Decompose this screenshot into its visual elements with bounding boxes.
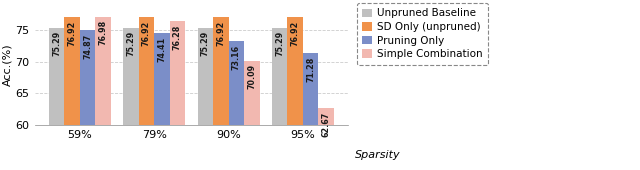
Text: 73.16: 73.16: [232, 45, 241, 70]
Text: 74.41: 74.41: [157, 37, 166, 62]
Text: 75.29: 75.29: [201, 31, 210, 56]
Y-axis label: Acc.(%): Acc.(%): [3, 44, 13, 86]
Bar: [123, 28, 139, 125]
Bar: [80, 30, 95, 125]
Text: 76.92: 76.92: [142, 21, 151, 46]
Text: 75.29: 75.29: [52, 31, 61, 56]
Bar: [244, 61, 260, 125]
Bar: [303, 53, 319, 125]
Text: 76.98: 76.98: [99, 20, 108, 45]
Text: 74.87: 74.87: [83, 34, 92, 59]
Bar: [64, 17, 80, 125]
Bar: [139, 17, 154, 125]
Text: 76.28: 76.28: [173, 25, 182, 50]
Text: 76.92: 76.92: [216, 21, 225, 46]
Bar: [319, 108, 334, 125]
Bar: [154, 33, 170, 125]
Bar: [49, 28, 64, 125]
Text: 75.29: 75.29: [275, 31, 284, 56]
Bar: [213, 17, 228, 125]
Text: 76.92: 76.92: [68, 21, 77, 46]
Bar: [272, 28, 287, 125]
Bar: [170, 21, 185, 125]
Bar: [287, 17, 303, 125]
Text: 76.92: 76.92: [291, 21, 300, 46]
Text: 70.09: 70.09: [247, 64, 256, 89]
Text: 71.28: 71.28: [306, 57, 315, 82]
Bar: [95, 17, 111, 125]
Text: 62.67: 62.67: [322, 112, 331, 137]
Legend: Unpruned Baseline, SD Only (unpruned), Pruning Only, Simple Combination: Unpruned Baseline, SD Only (unpruned), P…: [356, 3, 488, 65]
Text: 75.29: 75.29: [127, 31, 136, 56]
Text: Sparsity: Sparsity: [355, 150, 401, 160]
Bar: [198, 28, 213, 125]
Bar: [228, 41, 244, 125]
